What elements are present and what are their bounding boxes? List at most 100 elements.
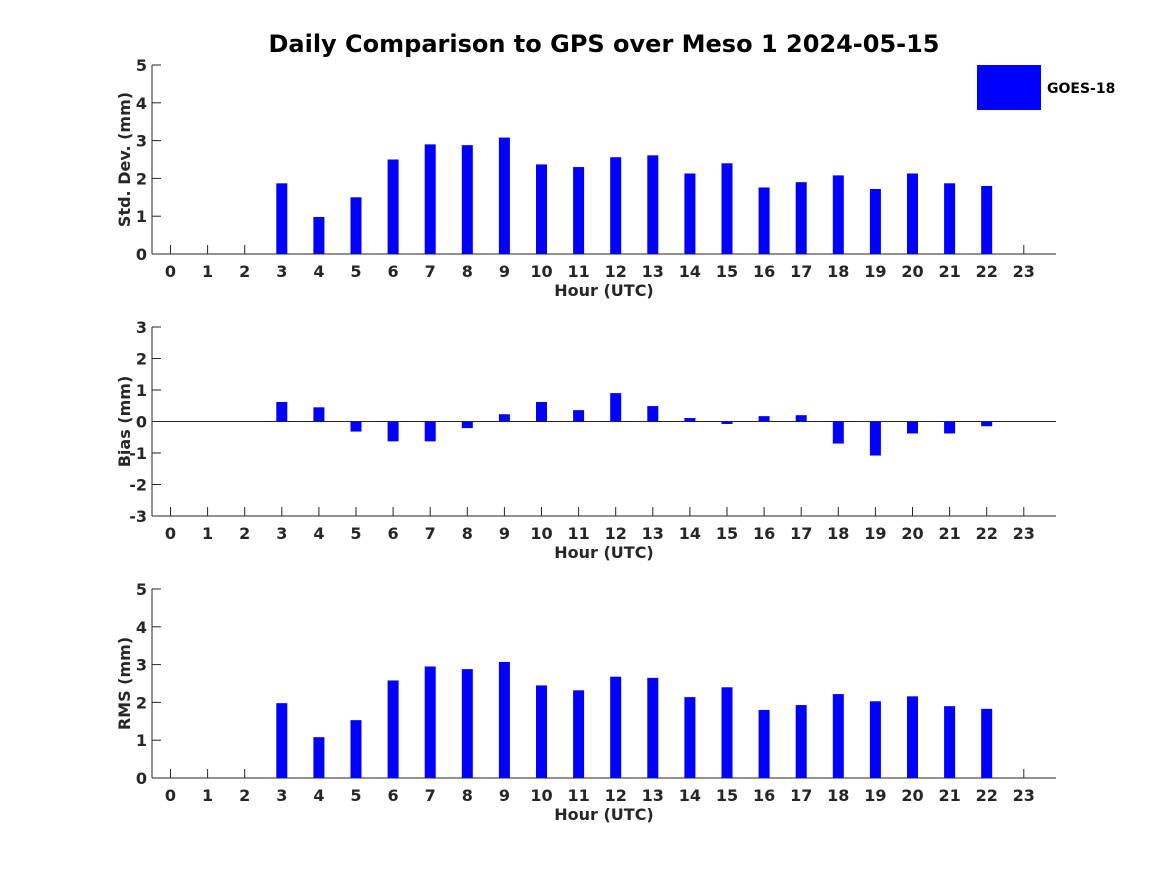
bar-hour-5 [350, 421, 362, 432]
x-tick-label: 16 [753, 262, 775, 281]
x-tick-label: 17 [790, 524, 812, 543]
y-tick-label: 5 [136, 580, 147, 599]
bar-hour-21 [944, 183, 956, 254]
bar-hour-14 [684, 418, 696, 422]
x-tick-label: 11 [567, 786, 589, 805]
x-tick-label: 4 [313, 524, 324, 543]
x-tick-label: 7 [425, 786, 436, 805]
bar-hour-8 [461, 669, 473, 778]
bar-hour-4 [313, 407, 325, 422]
bar-hour-14 [684, 173, 696, 254]
x-tick-label: 19 [864, 524, 886, 543]
y-tick-label: 3 [136, 132, 147, 151]
x-tick-label: 7 [425, 524, 436, 543]
legend: GOES-18 [977, 65, 1115, 110]
y-axis-label: Std. Dev. (mm) [115, 92, 134, 227]
y-tick-label: 5 [136, 56, 147, 75]
x-tick-label: 13 [642, 262, 664, 281]
x-tick-label: 18 [827, 262, 849, 281]
x-tick-label: 22 [976, 524, 998, 543]
x-tick-label: 0 [165, 786, 176, 805]
bar-hour-20 [907, 173, 918, 254]
x-axis-label: Hour (UTC) [554, 281, 654, 300]
bar-hour-16 [758, 709, 770, 778]
bar-hour-5 [350, 720, 362, 778]
bar-hour-17 [795, 182, 807, 254]
bar-hour-22 [981, 708, 993, 778]
x-tick-label: 0 [165, 262, 176, 281]
bar-hour-3 [276, 703, 288, 778]
bar-hour-22 [981, 185, 993, 254]
bar-hour-13 [647, 406, 659, 422]
x-tick-label: 13 [642, 524, 664, 543]
bar-hour-4 [313, 216, 325, 254]
x-tick-label: 22 [976, 786, 998, 805]
x-tick-label: 3 [276, 262, 287, 281]
bar-hour-15 [721, 163, 733, 254]
x-tick-label: 2 [239, 262, 250, 281]
x-tick-label: 14 [679, 524, 701, 543]
bar-hour-15 [721, 421, 733, 425]
x-tick-label: 3 [276, 786, 287, 805]
bar-hour-8 [461, 421, 473, 429]
x-tick-label: 2 [239, 786, 250, 805]
x-tick-label: 19 [864, 786, 886, 805]
bar-hour-21 [944, 421, 956, 434]
legend-swatch [977, 65, 1041, 110]
x-tick-label: 4 [313, 262, 324, 281]
bar-hour-19 [869, 701, 881, 778]
bar-hour-13 [647, 677, 659, 778]
y-tick-label: 1 [136, 381, 147, 400]
x-tick-label: 10 [530, 524, 552, 543]
x-tick-label: 6 [388, 262, 399, 281]
x-tick-label: 17 [790, 262, 812, 281]
chart-title: Daily Comparison to GPS over Meso 1 2024… [268, 30, 939, 58]
y-tick-label: -3 [129, 507, 147, 526]
bar-hour-18 [832, 694, 844, 778]
bar-hour-12 [610, 393, 622, 422]
y-tick-label: -1 [129, 444, 147, 463]
x-tick-label: 10 [530, 262, 552, 281]
y-tick-label: 0 [136, 245, 147, 264]
x-tick-label: 16 [753, 524, 775, 543]
bar-hour-3 [276, 183, 288, 254]
y-tick-label: -2 [129, 476, 147, 495]
x-tick-label: 12 [605, 262, 627, 281]
bar-hour-19 [869, 188, 881, 254]
bar-hour-9 [498, 137, 510, 254]
bar-hour-9 [498, 661, 510, 778]
x-tick-label: 14 [679, 262, 701, 281]
x-tick-label: 23 [1013, 786, 1035, 805]
x-tick-label: 15 [716, 786, 738, 805]
y-tick-label: 3 [136, 656, 147, 675]
y-tick-label: 2 [136, 693, 147, 712]
y-tick-label: 2 [136, 169, 147, 188]
x-tick-label: 20 [901, 786, 923, 805]
bar-hour-11 [573, 410, 585, 422]
x-tick-label: 21 [938, 786, 960, 805]
x-tick-label: 7 [425, 262, 436, 281]
bar-hour-15 [721, 687, 733, 778]
bar-hour-3 [276, 401, 288, 422]
x-axis-label: Hour (UTC) [554, 543, 654, 562]
x-tick-label: 21 [938, 262, 960, 281]
bar-hour-6 [387, 680, 399, 778]
y-tick-label: 3 [136, 318, 147, 337]
bar-hour-20 [907, 421, 918, 434]
x-tick-label: 9 [499, 262, 510, 281]
bar-hour-21 [944, 706, 956, 778]
bar-hour-11 [573, 690, 585, 778]
bar-hour-20 [907, 696, 918, 778]
y-axis-label: RMS (mm) [115, 637, 134, 730]
x-tick-label: 6 [388, 786, 399, 805]
x-tick-label: 20 [901, 262, 923, 281]
bar-hour-19 [869, 421, 881, 456]
x-tick-label: 4 [313, 786, 324, 805]
bar-hour-8 [461, 145, 473, 254]
x-tick-label: 1 [202, 786, 213, 805]
bar-hour-16 [758, 187, 770, 254]
x-tick-label: 9 [499, 524, 510, 543]
bar-hour-12 [610, 676, 622, 778]
x-tick-label: 9 [499, 786, 510, 805]
